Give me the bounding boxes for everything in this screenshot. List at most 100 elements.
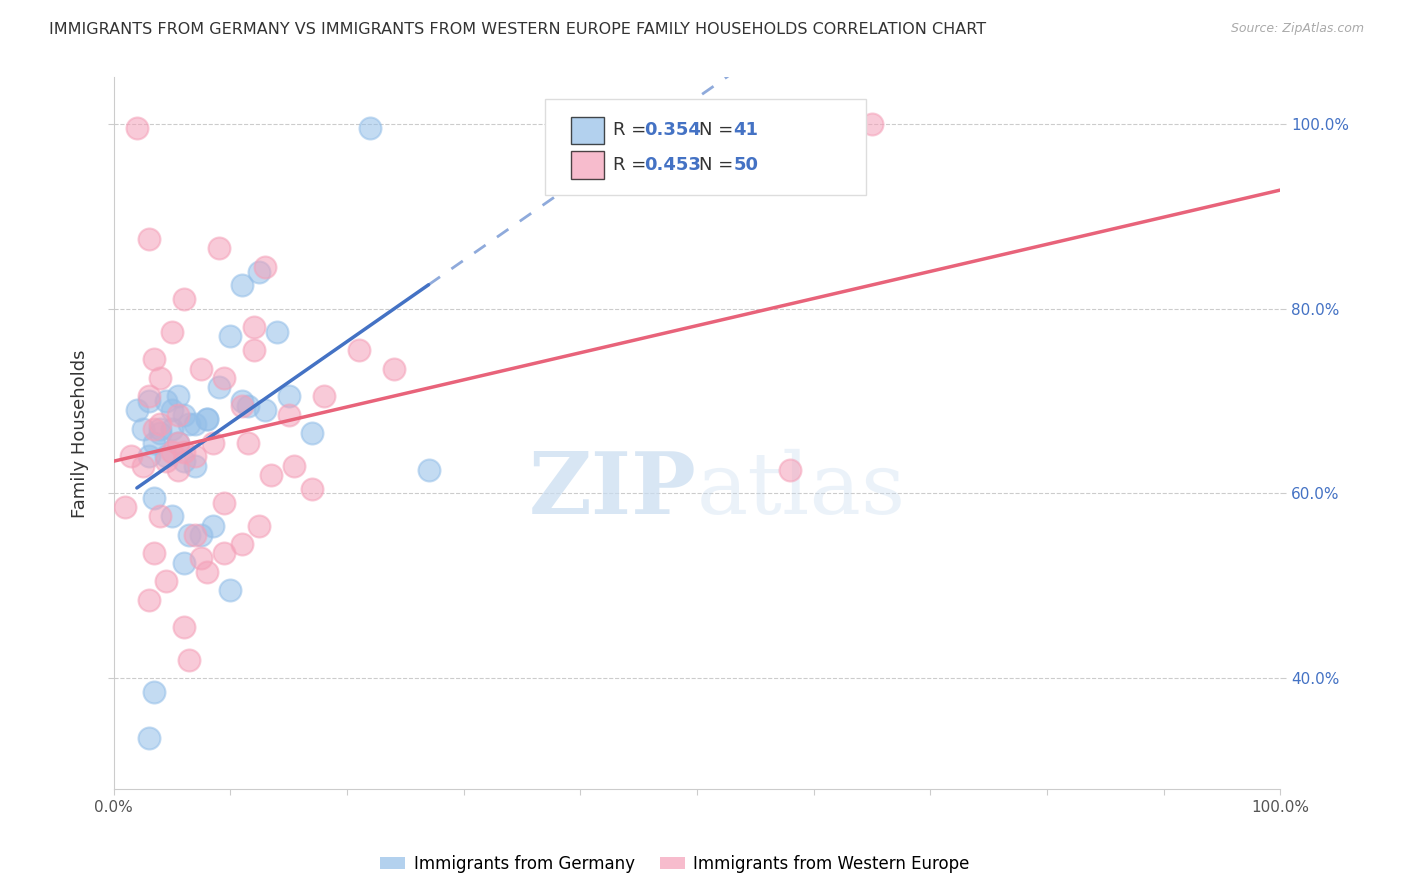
Point <box>138 393 160 408</box>
Point <box>266 325 288 339</box>
Point <box>184 450 207 464</box>
Text: 0.453: 0.453 <box>644 156 702 174</box>
Point <box>231 278 253 293</box>
Point <box>155 574 177 589</box>
Point <box>149 426 172 441</box>
Point <box>247 518 270 533</box>
Point <box>195 412 218 426</box>
Text: N =: N = <box>699 121 740 139</box>
Point <box>418 463 440 477</box>
Point <box>173 444 195 458</box>
Point <box>277 389 299 403</box>
Point <box>779 463 801 477</box>
Point <box>149 422 172 436</box>
Point <box>184 458 207 473</box>
Point <box>138 450 160 464</box>
Point <box>195 565 218 579</box>
Point <box>160 325 183 339</box>
Point <box>166 389 188 403</box>
Point <box>254 403 277 417</box>
Text: N =: N = <box>699 156 740 174</box>
Point <box>138 232 160 246</box>
Point <box>219 583 242 598</box>
Point <box>149 371 172 385</box>
Point <box>860 117 883 131</box>
Point <box>138 592 160 607</box>
Point <box>179 528 201 542</box>
Point <box>184 528 207 542</box>
Point <box>166 435 188 450</box>
Y-axis label: Family Households: Family Households <box>72 349 89 517</box>
FancyBboxPatch shape <box>546 99 866 194</box>
Point <box>160 422 183 436</box>
Point <box>143 352 166 367</box>
Point <box>277 408 299 422</box>
Legend: Immigrants from Germany, Immigrants from Western Europe: Immigrants from Germany, Immigrants from… <box>374 848 976 880</box>
Point <box>155 393 177 408</box>
FancyBboxPatch shape <box>571 152 603 178</box>
Point <box>173 556 195 570</box>
Point <box>214 495 236 509</box>
Text: 50: 50 <box>733 156 758 174</box>
Point <box>149 509 172 524</box>
Point <box>184 417 207 431</box>
Text: R =: R = <box>613 156 652 174</box>
Point <box>179 417 201 431</box>
Point <box>120 450 142 464</box>
Point <box>149 417 172 431</box>
Text: IMMIGRANTS FROM GERMANY VS IMMIGRANTS FROM WESTERN EUROPE FAMILY HOUSEHOLDS CORR: IMMIGRANTS FROM GERMANY VS IMMIGRANTS FR… <box>49 22 987 37</box>
Point <box>138 389 160 403</box>
Point <box>160 509 183 524</box>
Point <box>236 435 259 450</box>
Point <box>254 260 277 274</box>
Point <box>301 482 323 496</box>
Point <box>231 537 253 551</box>
Point <box>214 371 236 385</box>
Point <box>173 408 195 422</box>
Text: Source: ZipAtlas.com: Source: ZipAtlas.com <box>1230 22 1364 36</box>
Point <box>231 393 253 408</box>
Point <box>143 422 166 436</box>
Point <box>155 454 177 468</box>
Point <box>236 399 259 413</box>
Point <box>114 500 136 515</box>
Point <box>190 551 212 566</box>
Point <box>201 435 224 450</box>
Point <box>195 412 218 426</box>
Text: atlas: atlas <box>697 449 905 532</box>
Point <box>125 403 148 417</box>
Point <box>173 620 195 634</box>
Point <box>166 408 188 422</box>
Point <box>207 242 229 256</box>
Point <box>166 435 188 450</box>
Point <box>155 450 177 464</box>
Point <box>207 380 229 394</box>
Point <box>160 444 183 458</box>
Point <box>312 389 335 403</box>
Text: 41: 41 <box>733 121 758 139</box>
Point <box>347 343 370 357</box>
Point <box>214 546 236 560</box>
Point <box>132 422 155 436</box>
Point <box>132 458 155 473</box>
Point <box>190 528 212 542</box>
Point <box>242 320 264 334</box>
Text: R =: R = <box>613 121 652 139</box>
Point <box>125 121 148 136</box>
Point <box>231 399 253 413</box>
Point <box>201 518 224 533</box>
FancyBboxPatch shape <box>571 117 603 144</box>
Point <box>242 343 264 357</box>
Point <box>301 426 323 441</box>
Text: ZIP: ZIP <box>529 448 697 533</box>
Point <box>143 435 166 450</box>
Point <box>173 454 195 468</box>
Point <box>166 463 188 477</box>
Point <box>190 361 212 376</box>
Point <box>219 329 242 343</box>
Point <box>173 293 195 307</box>
Point <box>247 264 270 278</box>
Text: 0.354: 0.354 <box>644 121 702 139</box>
Point <box>143 685 166 699</box>
Point <box>260 467 283 482</box>
